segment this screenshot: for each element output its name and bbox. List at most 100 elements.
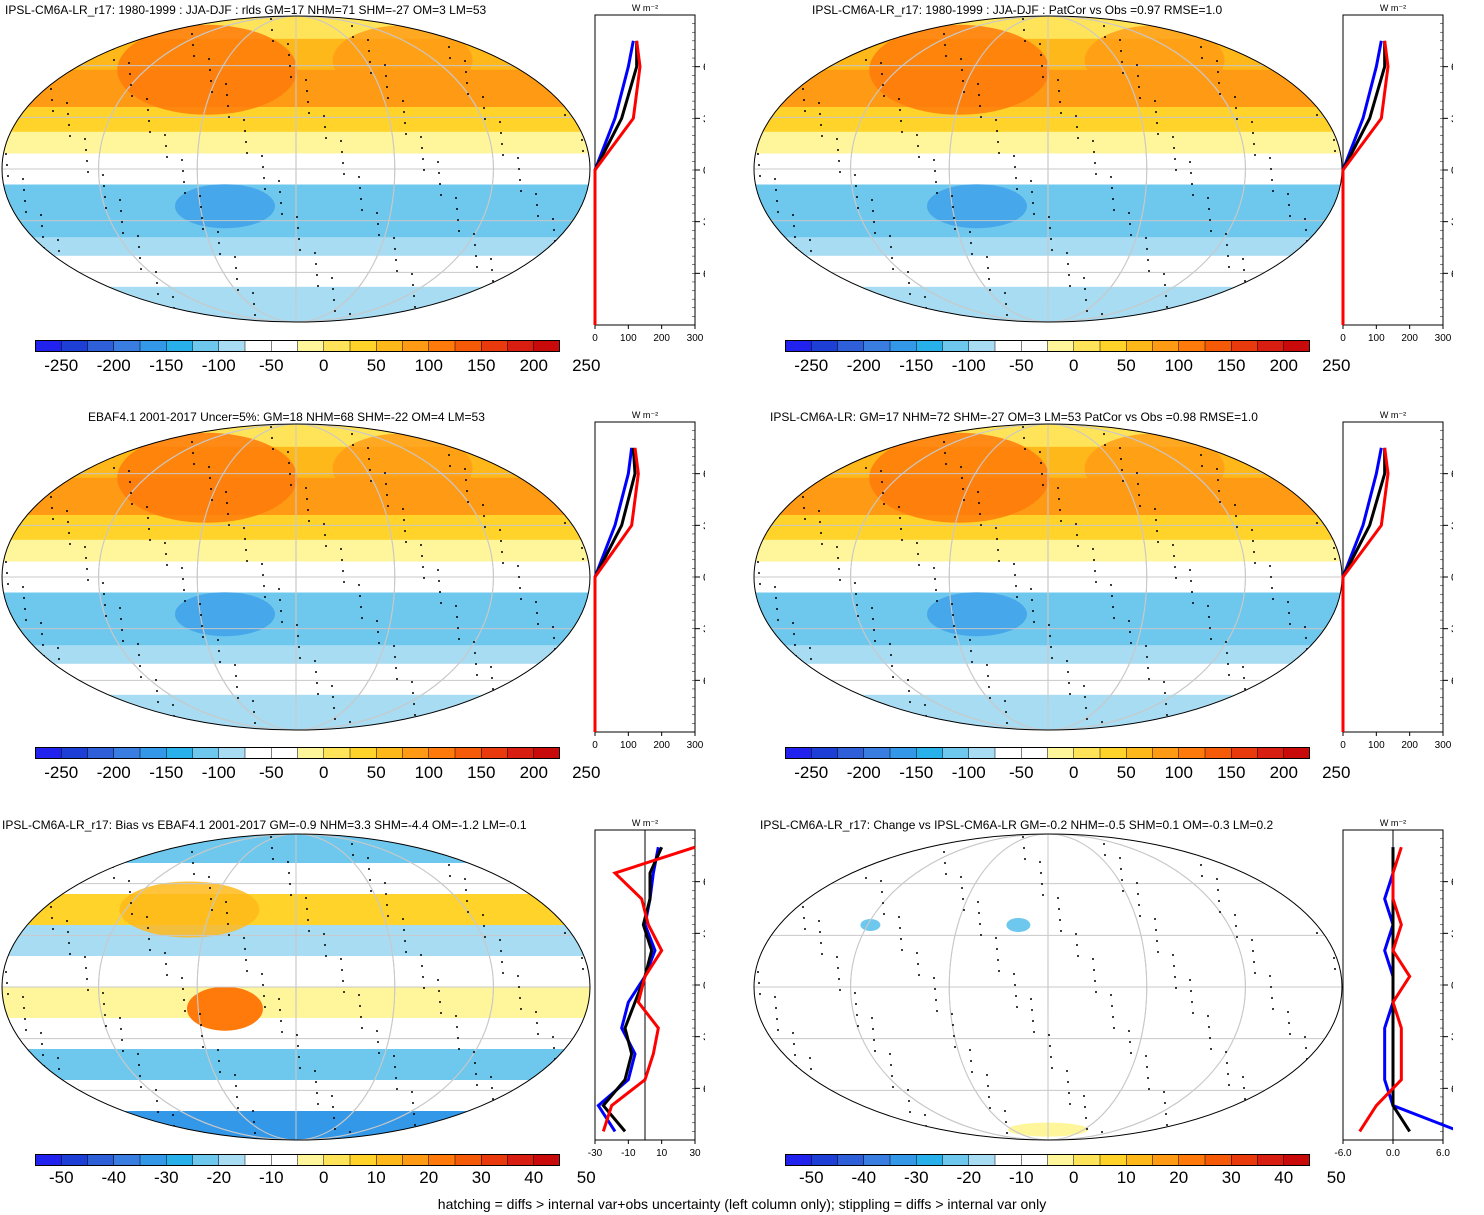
stipple-dot: [1032, 202, 1034, 204]
stipple-dot: [60, 680, 62, 682]
stipple-dot: [1042, 76, 1044, 78]
stipple-dot: [898, 98, 900, 100]
stipple-dot: [413, 1113, 415, 1115]
stipple-dot: [900, 528, 902, 530]
stipple-dot: [396, 678, 398, 680]
stipple-dot: [49, 485, 51, 487]
stipple-dot: [561, 899, 563, 901]
stipple-dot: [1085, 707, 1087, 709]
stipple-dot: [306, 498, 308, 500]
map-blob: [119, 881, 260, 938]
stipple-dot: [936, 192, 938, 194]
stipple-dot: [192, 44, 194, 46]
stipple-dot: [262, 984, 264, 986]
profile-x-label: -30: [588, 1148, 603, 1159]
stipple-dot: [1252, 950, 1254, 952]
colorbar-swatch: [192, 340, 220, 352]
stipple-dot: [298, 646, 300, 648]
stipple-dot: [210, 898, 212, 900]
stipple-dot: [421, 555, 423, 557]
stipple-dot: [1235, 107, 1237, 109]
profile-x-label: 100: [1368, 740, 1385, 751]
stipple-dot: [527, 439, 529, 441]
stipple-dot: [845, 311, 847, 313]
stipple-dot: [1092, 140, 1094, 142]
stipple-dot: [1189, 161, 1191, 163]
stipple-dot: [492, 280, 494, 282]
stipple-dot: [907, 271, 909, 273]
stipple-dot: [1244, 280, 1246, 282]
stipple-dot: [102, 992, 104, 994]
stipple-dot: [759, 583, 761, 585]
stipple-dot: [1104, 36, 1106, 38]
stipple-dot: [535, 1011, 537, 1013]
stipple-dot: [420, 544, 422, 546]
stipple-dot: [901, 131, 903, 133]
stipple-dot: [1083, 277, 1085, 279]
stipple-dot: [210, 488, 212, 490]
profile-lat-label: 60S: [703, 268, 705, 280]
colorbar-tick-label: -150: [149, 356, 184, 375]
stipple-dot: [280, 1020, 282, 1022]
stipple-dot: [202, 1046, 204, 1048]
panel-title: IPSL-CM6A-LR_r17: 1980-1999 : JJA-DJF : …: [812, 3, 1223, 17]
stipple-dot: [164, 542, 166, 544]
stipple-dot: [412, 692, 414, 694]
stipple-dot: [465, 479, 467, 481]
stipple-dot: [777, 1029, 779, 1031]
colorbar-tick-label: 40: [1274, 1168, 1294, 1187]
profile-x-label: 100: [620, 333, 637, 344]
stipple-dot: [237, 289, 239, 291]
stipple-dot: [552, 218, 554, 220]
stipple-dot: [86, 978, 88, 980]
stipple-dot: [368, 50, 370, 52]
stipple-dot: [405, 951, 407, 953]
stipple-dot: [1251, 529, 1253, 531]
profile-lat-label: 0: [703, 572, 705, 584]
stipple-dot: [404, 122, 406, 124]
colorbar-tick-label: 250: [1322, 356, 1351, 375]
stipple-dot: [155, 1089, 157, 1091]
stipple-dot: [1014, 166, 1016, 168]
stipple-dot: [757, 153, 759, 155]
stipple-dot: [102, 582, 104, 584]
colorbar-tick-label: -40: [851, 1168, 877, 1187]
stipple-dot: [325, 955, 327, 957]
stipple-dot: [775, 189, 777, 191]
colorbar-swatch: [863, 747, 891, 759]
stipple-dot: [225, 491, 227, 493]
stipple-dot: [1254, 972, 1256, 974]
stipple-dot: [848, 34, 850, 36]
graticule-meridian: [98, 424, 494, 730]
stipple-dot: [1269, 565, 1271, 567]
stipple-dot: [297, 227, 299, 229]
stipple-dot: [455, 197, 457, 199]
colorbar-tick-label: 50: [1116, 763, 1136, 782]
stipple-dot: [1006, 722, 1008, 724]
stipple-dot: [1198, 432, 1200, 434]
profile-x-label: 0: [592, 740, 598, 751]
colorbar-swatch: [113, 340, 141, 352]
stipple-dot: [93, 1129, 95, 1131]
stipple-dot: [934, 988, 936, 990]
stipple-dot: [1095, 173, 1097, 175]
stipple-dot: [812, 680, 814, 682]
stipple-dot: [573, 695, 575, 697]
colorbar-swatch: [968, 340, 996, 352]
stipple-dot: [500, 950, 502, 952]
stipple-dot: [23, 597, 25, 599]
stipple-dot: [110, 434, 112, 436]
colorbar-swatch: [968, 1154, 996, 1166]
stipple-dot: [916, 952, 918, 954]
stipple-dot: [1254, 562, 1256, 564]
stipple-dot: [129, 481, 131, 483]
stipple-dot: [68, 532, 70, 534]
colorbar-swatch: [350, 1154, 377, 1166]
stipple-dot: [1086, 1128, 1088, 1130]
stipple-dot: [804, 928, 806, 930]
stipple-dot: [175, 837, 177, 839]
stipple-dot: [774, 996, 776, 998]
stipple-dot: [359, 187, 361, 189]
stipple-dot: [1147, 667, 1149, 669]
stipple-dot: [110, 844, 112, 846]
